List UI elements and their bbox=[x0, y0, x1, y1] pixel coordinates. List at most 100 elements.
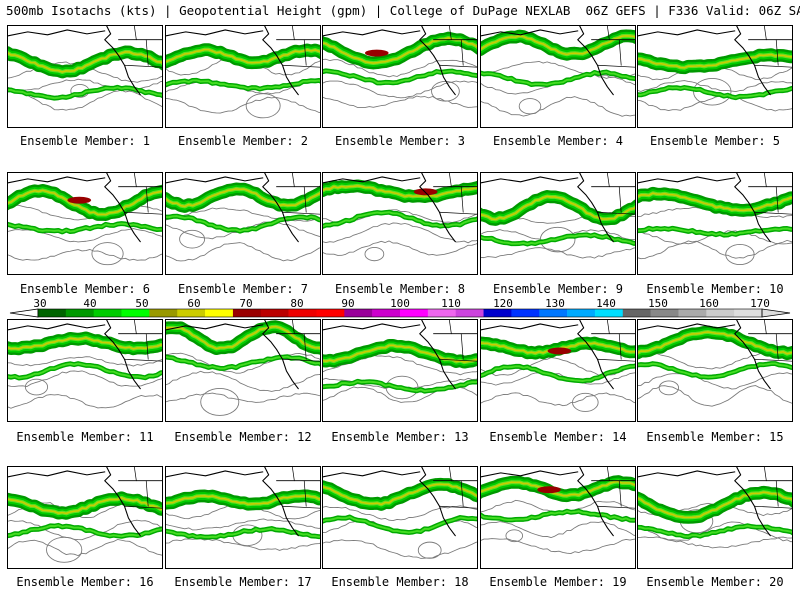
alaska-coast bbox=[638, 323, 736, 331]
ensemble-member-label: Ensemble Member: 16 bbox=[16, 575, 154, 589]
alaska-coast bbox=[323, 323, 421, 331]
coastline bbox=[104, 320, 141, 390]
alaska-coast bbox=[166, 176, 264, 184]
ensemble-member-label: Ensemble Member: 10 bbox=[646, 282, 784, 296]
ensemble-member-label: Ensemble Member: 17 bbox=[174, 575, 312, 589]
colorbar-swatch bbox=[427, 309, 456, 317]
colorbar-swatch bbox=[149, 309, 178, 317]
ensemble-member-map bbox=[322, 319, 478, 422]
state-border bbox=[282, 26, 320, 68]
map-canvas bbox=[323, 467, 477, 559]
colorbar-label: 70 bbox=[239, 297, 253, 310]
ensemble-member-label: Ensemble Member: 2 bbox=[177, 134, 309, 148]
jet-band-70kt bbox=[638, 53, 792, 69]
ensemble-member-map bbox=[480, 172, 636, 275]
colorbar bbox=[9, 308, 791, 318]
coastline bbox=[419, 173, 456, 243]
colorbar-swatch bbox=[511, 309, 540, 317]
colorbar-swatch bbox=[483, 309, 512, 317]
colorbar-label: 90 bbox=[341, 297, 355, 310]
ensemble-member-label: Ensemble Member: 19 bbox=[489, 575, 627, 589]
state-border bbox=[124, 173, 162, 215]
height-contour bbox=[481, 357, 635, 377]
height-contour bbox=[481, 538, 635, 555]
jet-band-secondary-core bbox=[323, 211, 477, 228]
ensemble-member-label: Ensemble Member: 14 bbox=[489, 430, 627, 444]
map-canvas bbox=[8, 467, 162, 563]
colorbar-swatch bbox=[567, 309, 596, 317]
alaska-coast bbox=[166, 29, 264, 37]
ensemble-member-label: Ensemble Member: 15 bbox=[646, 430, 784, 444]
ensemble-member-label: Ensemble Member: 6 bbox=[19, 282, 151, 296]
ensemble-member-label: Ensemble Member: 18 bbox=[331, 575, 469, 589]
ensemble-member-label: Ensemble Member: 3 bbox=[334, 134, 466, 148]
colorbar-label: 80 bbox=[290, 297, 304, 310]
ensemble-member-map bbox=[480, 319, 636, 422]
figure-title: 500mb Isotachs (kts) | Geopotential Heig… bbox=[6, 3, 800, 18]
alaska-coast bbox=[481, 323, 579, 331]
ensemble-member-map bbox=[637, 466, 793, 569]
jet-core-90kt bbox=[537, 486, 561, 494]
coastline bbox=[577, 467, 614, 537]
jet-band-70kt bbox=[166, 188, 320, 208]
height-contour-loop bbox=[364, 246, 385, 262]
ensemble-member-label: Ensemble Member: 20 bbox=[646, 575, 784, 589]
jet-band-70kt bbox=[481, 195, 635, 221]
height-contour bbox=[638, 536, 792, 549]
ensemble-member-map bbox=[322, 172, 478, 275]
jet-band-secondary-core bbox=[638, 227, 792, 237]
state-border bbox=[282, 320, 320, 362]
ensemble-member-label: Ensemble Member: 5 bbox=[649, 134, 781, 148]
colorbar-swatch bbox=[594, 309, 624, 317]
height-contour-loop bbox=[725, 243, 755, 266]
state-border bbox=[597, 320, 635, 362]
coastline bbox=[262, 173, 299, 243]
map-canvas bbox=[481, 320, 635, 412]
height-contour bbox=[8, 89, 162, 111]
alaska-coast bbox=[638, 470, 736, 478]
ensemble-member-map bbox=[480, 466, 636, 569]
alaska-coast bbox=[323, 29, 421, 37]
jet-band-secondary-core bbox=[323, 380, 477, 393]
height-contour-loop bbox=[693, 77, 732, 106]
colorbar-swatch bbox=[38, 309, 67, 317]
ensemble-member-map bbox=[165, 25, 321, 128]
height-contour bbox=[323, 95, 477, 108]
state-border bbox=[754, 467, 792, 509]
colorbar-label: 140 bbox=[596, 297, 616, 310]
height-contour-loop bbox=[539, 226, 576, 253]
map-canvas bbox=[8, 320, 162, 409]
jet-band-secondary-core bbox=[481, 510, 635, 522]
ensemble-member-label: Ensemble Member: 8 bbox=[334, 282, 466, 296]
state-border bbox=[282, 173, 320, 215]
height-contour-loop bbox=[505, 529, 524, 543]
state-border bbox=[754, 173, 792, 215]
jet-band-secondary-core bbox=[166, 215, 320, 233]
jet-band-secondary-core bbox=[638, 86, 792, 99]
height-contour bbox=[166, 242, 320, 262]
colorbar-swatch bbox=[678, 309, 707, 317]
jet-band-70kt bbox=[8, 337, 162, 350]
height-contour bbox=[481, 247, 635, 259]
ensemble-member-map bbox=[165, 466, 321, 569]
height-contour bbox=[166, 518, 320, 531]
state-border bbox=[754, 26, 792, 68]
height-contour bbox=[323, 539, 477, 559]
colorbar-swatch bbox=[232, 309, 262, 317]
alaska-coast bbox=[323, 470, 421, 478]
map-canvas bbox=[638, 320, 792, 407]
map-canvas bbox=[166, 467, 320, 551]
jet-band-70kt bbox=[481, 480, 635, 497]
state-border bbox=[597, 26, 635, 68]
height-contour bbox=[166, 352, 320, 374]
state-border bbox=[597, 467, 635, 509]
colorbar-swatch bbox=[622, 309, 651, 317]
map-canvas bbox=[166, 26, 320, 119]
height-contour bbox=[8, 356, 162, 367]
colorbar-label: 100 bbox=[390, 297, 410, 310]
ensemble-member-label: Ensemble Member: 13 bbox=[331, 430, 469, 444]
height-contour-loop bbox=[431, 80, 460, 102]
height-contour bbox=[8, 519, 162, 541]
height-contour bbox=[638, 80, 792, 93]
